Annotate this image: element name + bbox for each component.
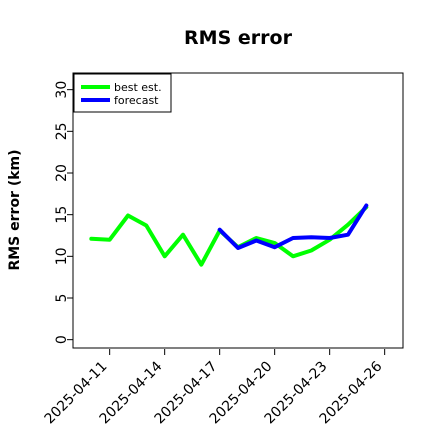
- plot-area-frame: [72, 72, 404, 349]
- legend-box: [73, 73, 172, 113]
- y-axis-label: RMS error (km): [7, 149, 23, 270]
- legend-label-forecast: forecast: [114, 94, 159, 107]
- y-tick-label: 0: [54, 335, 70, 344]
- y-tick-label: 5: [54, 294, 70, 303]
- y-tick-label: 25: [54, 122, 70, 140]
- legend-label-best-est: best est.: [114, 81, 162, 94]
- legend: best est. forecast: [73, 73, 172, 113]
- chart-title: RMS error: [184, 27, 293, 49]
- y-tick-label: 10: [54, 247, 70, 265]
- x-axis: 2025-04-112025-04-142025-04-172025-04-20…: [42, 349, 386, 427]
- y-tick-label: 20: [54, 164, 70, 182]
- series-line-forecast: [217, 203, 369, 250]
- series-layer: [89, 203, 369, 267]
- y-axis: 0 5 10 15 20 25 30: [54, 81, 73, 344]
- y-tick-label: 15: [54, 206, 70, 224]
- y-tick-label: 30: [54, 81, 70, 99]
